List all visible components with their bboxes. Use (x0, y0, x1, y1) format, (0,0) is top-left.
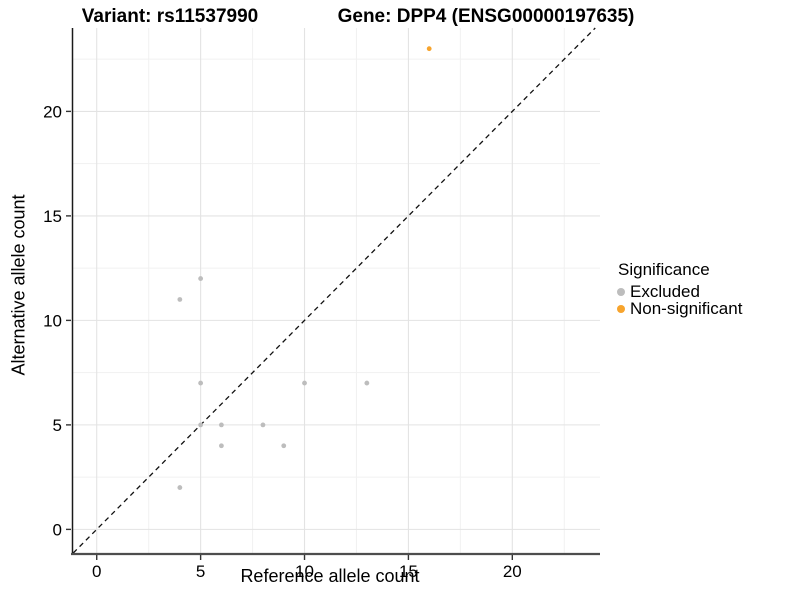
legend: Significance Excluded Non-significant (612, 260, 742, 317)
y-tick-label: 5 (53, 416, 62, 435)
data-point-excluded (302, 380, 307, 386)
data-point-excluded (177, 297, 183, 302)
legend-item: Excluded (612, 283, 742, 300)
x-tick-label: 10 (295, 562, 314, 581)
data-point-non-significant (426, 46, 432, 52)
y-tick-label: 10 (43, 311, 62, 330)
x-tick-label: 0 (92, 562, 101, 581)
y-tick-label: 0 (53, 520, 62, 539)
y-tick-label: 20 (43, 102, 62, 121)
gene-title: Gene: DPP4 (ENSG00000197635) (337, 6, 635, 27)
data-point-excluded (198, 380, 204, 386)
x-tick-label: 5 (196, 562, 205, 581)
data-point-excluded (260, 422, 266, 428)
data-point-excluded (219, 422, 224, 428)
y-tick-label: 15 (43, 207, 62, 226)
legend-dot-icon (617, 304, 625, 313)
legend-item-label: Excluded (630, 282, 700, 301)
data-point-excluded (219, 443, 224, 449)
data-point-excluded (198, 422, 204, 428)
x-tick-label: 15 (399, 562, 418, 581)
data-point-excluded (281, 443, 287, 449)
legend-item-label: Non-significant (630, 299, 743, 318)
legend-items: Excluded Non-significant (612, 283, 742, 317)
legend-item: Non-significant (612, 300, 742, 317)
x-axis-label: Reference allele count (240, 566, 420, 586)
y-axis-label: Alternative allele count (8, 194, 29, 376)
identity-line (72, 27, 596, 554)
data-point-excluded (198, 276, 204, 281)
legend-dot-icon (617, 287, 625, 296)
x-tick-label: 20 (503, 562, 522, 581)
variant-title: Variant: rs11537990 (81, 6, 259, 27)
legend-title: Significance (618, 260, 710, 279)
data-point-excluded (364, 380, 370, 386)
data-point-excluded (177, 485, 183, 490)
